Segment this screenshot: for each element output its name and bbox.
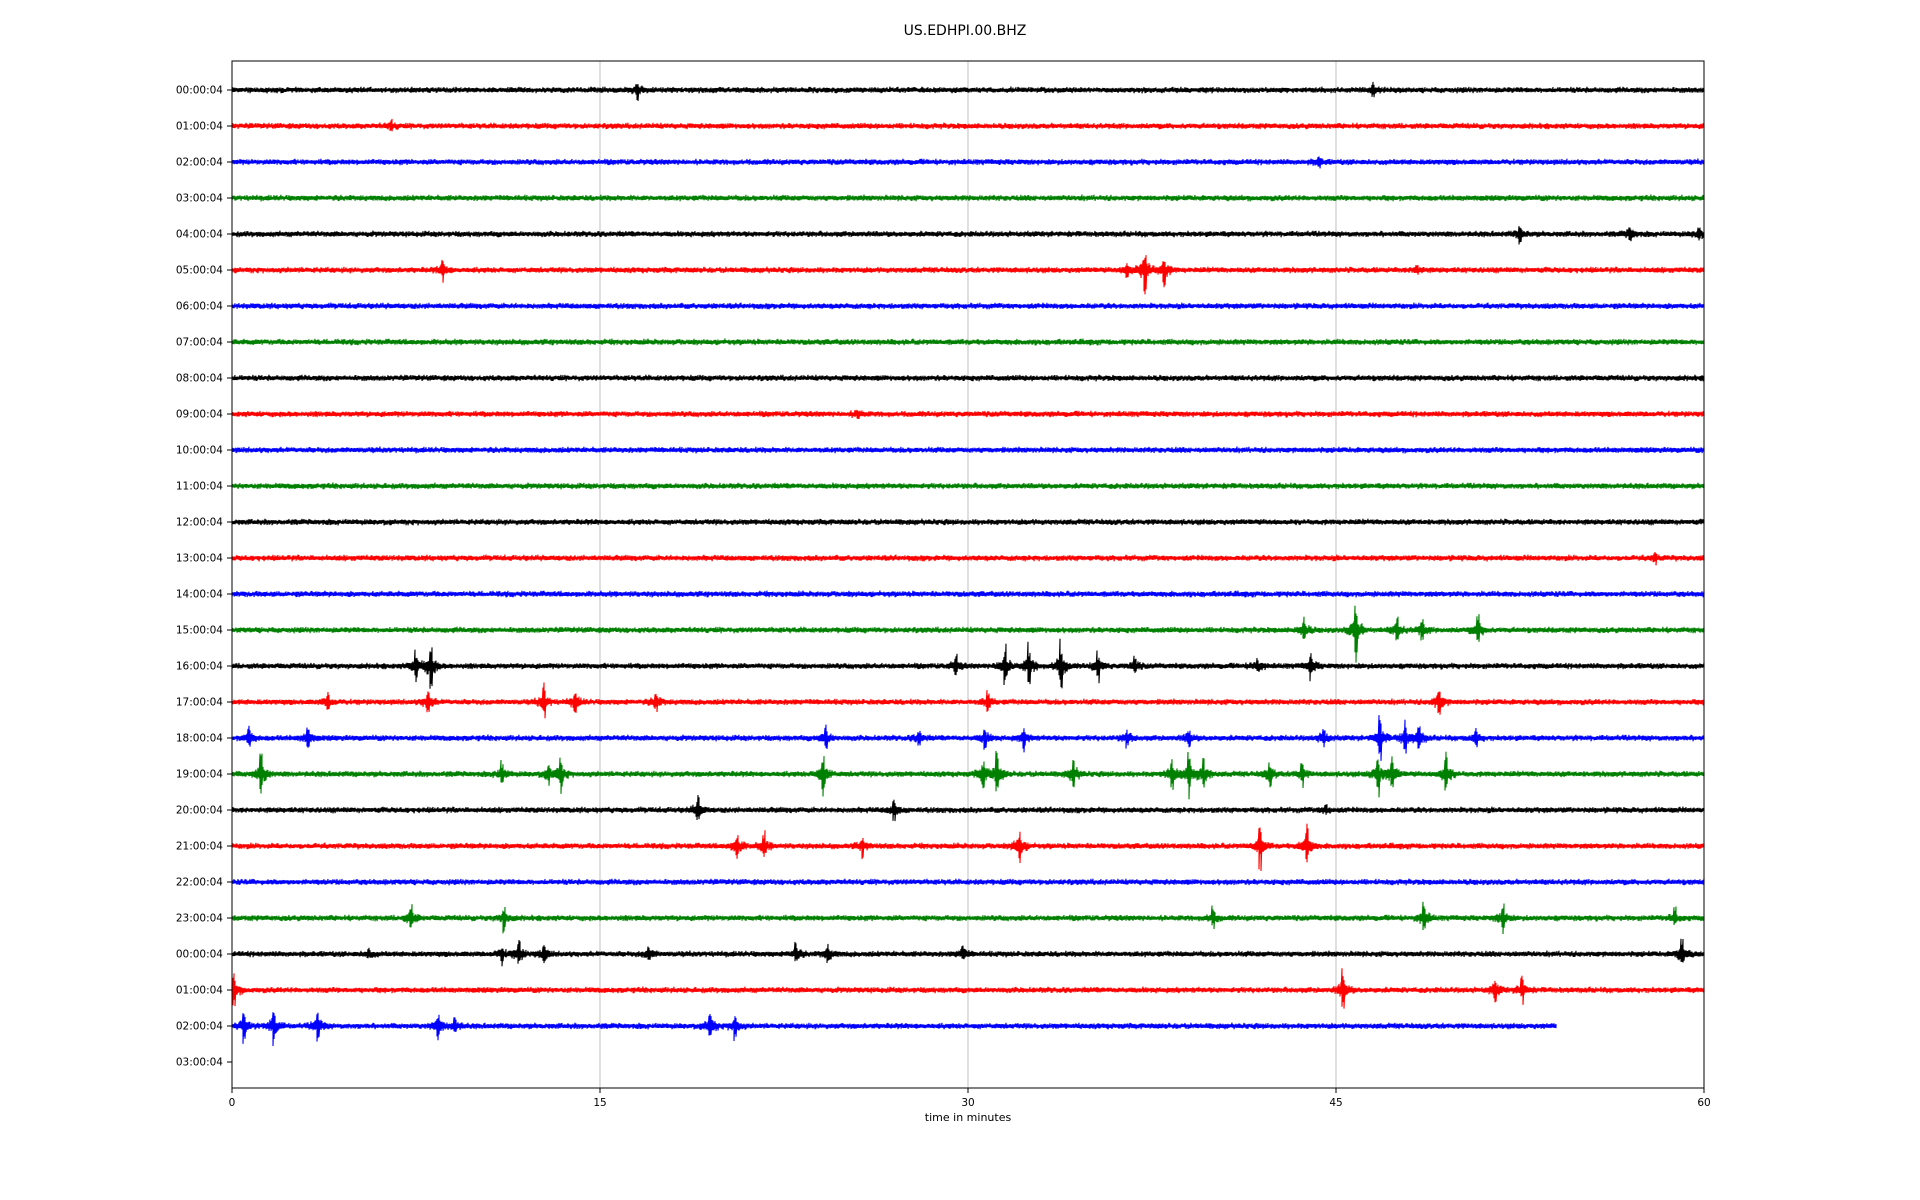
- x-tick-label: 0: [229, 1097, 236, 1109]
- trace-row: [231, 374, 1705, 382]
- y-tick-label: 04:00:04: [176, 229, 223, 241]
- trace-row: [231, 194, 1705, 202]
- y-tick-label: 18:00:04: [176, 733, 223, 745]
- trace-row: [231, 638, 1705, 689]
- x-axis-label: time in minutes: [925, 1111, 1012, 1124]
- y-tick-label: 22:00:04: [176, 877, 223, 889]
- y-tick-label: 20:00:04: [176, 805, 223, 817]
- seismic-traces: [231, 81, 1705, 1047]
- trace-row: [231, 878, 1705, 886]
- x-tick-label: 60: [1697, 1097, 1710, 1109]
- y-tick-label: 15:00:04: [176, 625, 223, 637]
- trace-row: [231, 823, 1705, 872]
- x-tick-label: 30: [961, 1097, 974, 1109]
- x-tick-label: 15: [593, 1097, 606, 1109]
- y-tick-label: 19:00:04: [176, 769, 223, 781]
- trace-row: [231, 938, 1705, 967]
- y-tick-label: 14:00:04: [176, 589, 223, 601]
- trace-row: [231, 968, 1705, 1009]
- trace-row: [231, 682, 1705, 719]
- y-tick-label: 21:00:04: [176, 841, 223, 853]
- chart-title: US.EDHPI.00.BHZ: [904, 23, 1027, 39]
- trace-row: [231, 446, 1705, 454]
- trace-row: [231, 715, 1705, 761]
- trace-row: [231, 226, 1705, 245]
- y-tick-label: 11:00:04: [176, 481, 223, 493]
- y-tick-label: 00:00:04: [176, 949, 223, 961]
- y-tick-label: 07:00:04: [176, 337, 223, 349]
- y-tick-label: 08:00:04: [176, 373, 223, 385]
- y-tick-label: 13:00:04: [176, 553, 223, 565]
- y-tick-label: 00:00:04: [176, 85, 223, 97]
- y-tick-label: 10:00:04: [176, 445, 223, 457]
- y-tick-label: 03:00:04: [176, 193, 223, 205]
- grid-lines: [599, 61, 1337, 1088]
- trace-row: [231, 605, 1705, 663]
- y-tick-label: 03:00:04: [176, 1057, 223, 1069]
- y-tick-label: 23:00:04: [176, 913, 223, 925]
- trace-row: [231, 302, 1705, 310]
- y-tick-label: 12:00:04: [176, 517, 223, 529]
- trace-row: [231, 81, 1705, 101]
- x-axis-ticks: 0 15 30 45 60: [229, 1088, 1711, 1109]
- y-tick-label: 06:00:04: [176, 301, 223, 313]
- trace-row: [231, 338, 1705, 346]
- y-tick-label: 01:00:04: [176, 121, 223, 133]
- trace-row: [231, 255, 1705, 295]
- y-tick-label: 17:00:04: [176, 697, 223, 709]
- trace-row: [231, 118, 1705, 132]
- trace-row: [231, 901, 1705, 935]
- y-tick-label: 16:00:04: [176, 661, 223, 673]
- trace-row: [231, 409, 1705, 420]
- trace-row: [231, 750, 1705, 800]
- y-tick-label: 02:00:04: [176, 1021, 223, 1033]
- x-tick-label: 45: [1329, 1097, 1342, 1109]
- y-tick-label: 02:00:04: [176, 157, 223, 169]
- trace-row: [231, 551, 1705, 566]
- y-tick-label: 09:00:04: [176, 409, 223, 421]
- y-tick-label: 05:00:04: [176, 265, 223, 277]
- trace-row: [231, 794, 1705, 822]
- trace-row: [231, 1012, 1557, 1047]
- trace-row: [231, 156, 1705, 169]
- y-tick-label: 01:00:04: [176, 985, 223, 997]
- trace-row: [231, 590, 1705, 598]
- trace-row: [231, 482, 1705, 490]
- trace-row: [231, 518, 1705, 526]
- y-axis-ticks: 00:00:04 01:00:04 02:00:04 03:00:04 04:00:04…: [176, 85, 232, 1069]
